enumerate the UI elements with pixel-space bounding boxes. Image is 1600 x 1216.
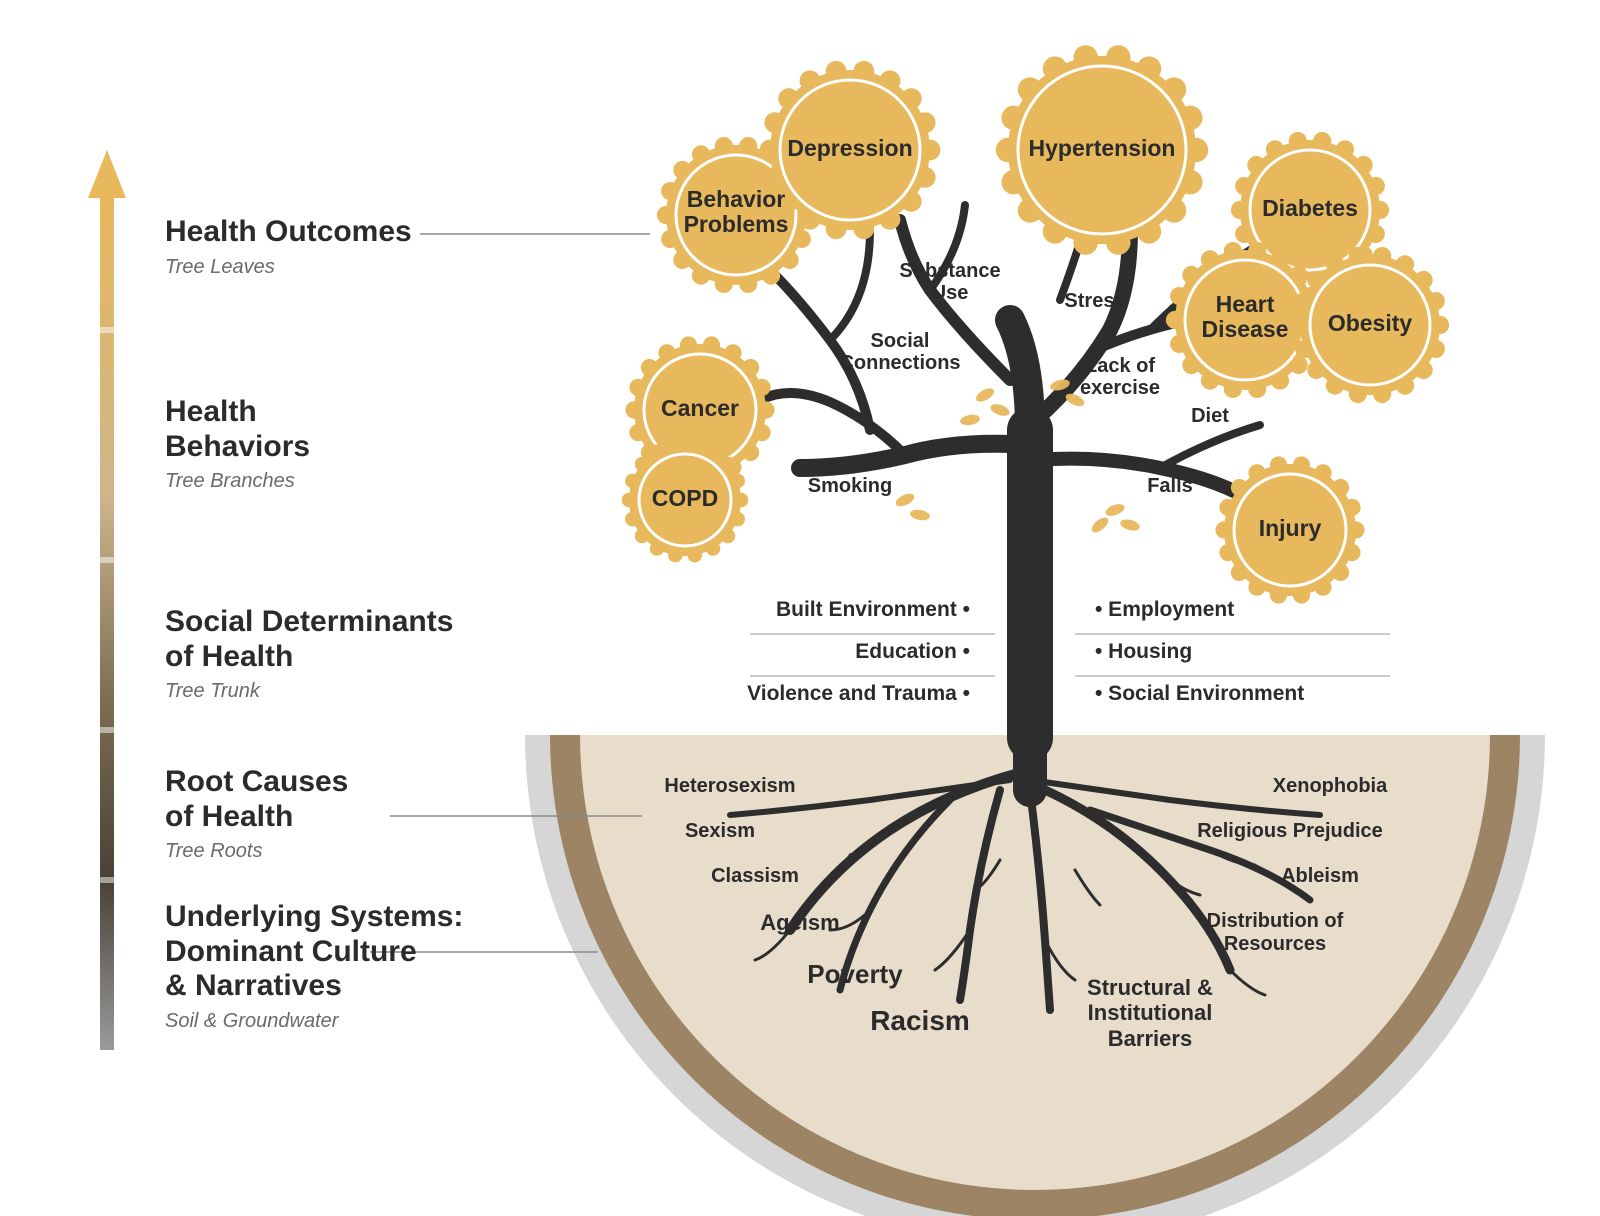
root-label: Structural & Institutional Barriers	[1020, 975, 1280, 1051]
branch-label: Substance Use	[880, 260, 1020, 304]
leaf-label: Diabetes	[1248, 196, 1372, 221]
root-label: Ageism	[670, 910, 930, 935]
leaf-label: Depression	[778, 136, 922, 161]
trunk-right-item: • Housing	[1095, 640, 1390, 664]
legend-subtitle: Tree Trunk	[165, 680, 453, 703]
leaf-label: Cancer	[642, 396, 758, 421]
legend-health-behaviors: Health Behaviors Tree Branches	[165, 395, 310, 493]
root-label: Distribution of Resources	[1145, 910, 1405, 956]
legend-title: Underlying Systems: Dominant Culture & N…	[165, 900, 463, 1004]
root-label: Poverty	[725, 960, 985, 990]
trunk-left-item: Built Environment •	[740, 598, 970, 622]
gradient-arrow	[88, 150, 126, 1050]
leaf-label: Behavior Problems	[674, 187, 798, 238]
legend-title: Health Behaviors	[165, 395, 310, 464]
legend-subtitle: Tree Leaves	[165, 256, 412, 279]
leaf-label: Obesity	[1308, 311, 1432, 336]
legend-title: Social Determinants of Health	[165, 605, 453, 674]
branch-label: Smoking	[780, 475, 920, 497]
root-label: Heterosexism	[600, 775, 860, 798]
legend-subtitle: Tree Branches	[165, 470, 310, 493]
branch-label: Lack of exercise	[1050, 355, 1190, 399]
root-label: Xenophobia	[1200, 775, 1460, 798]
legend-title: Health Outcomes	[165, 215, 412, 250]
legend-health-outcomes: Health Outcomes Tree Leaves	[165, 215, 412, 279]
leaf-label: Injury	[1232, 516, 1348, 541]
legend-title: Root Causes of Health	[165, 765, 348, 834]
trunk-left-item: Education •	[740, 640, 970, 664]
trunk-right-item: • Employment	[1095, 598, 1390, 622]
branch-label: Social Connections	[830, 330, 970, 374]
root-label: Classism	[625, 865, 885, 888]
root-label: Racism	[790, 1005, 1050, 1037]
leaf-label: Hypertension	[1016, 136, 1188, 161]
root-label: Sexism	[590, 820, 850, 843]
branch-label: Stress	[1025, 290, 1165, 312]
branch-label: Diet	[1140, 405, 1280, 427]
legend-underlying-systems: Underlying Systems: Dominant Culture & N…	[165, 900, 463, 1033]
legend-subtitle: Tree Roots	[165, 840, 348, 863]
root-label: Ableism	[1190, 865, 1450, 888]
legend-root-causes: Root Causes of Health Tree Roots	[165, 765, 348, 863]
leaf-label: COPD	[637, 486, 733, 511]
legend-social-determinants: Social Determinants of Health Tree Trunk	[165, 605, 453, 703]
legend-subtitle: Soil & Groundwater	[165, 1010, 463, 1033]
trunk-left-item: Violence and Trauma •	[740, 682, 970, 706]
infographic-canvas: Health Outcomes Tree Leaves Health Behav…	[0, 0, 1600, 1216]
trunk-right-item: • Social Environment	[1095, 682, 1390, 706]
leaf-label: Heart Disease	[1183, 292, 1307, 343]
root-label: Religious Prejudice	[1160, 820, 1420, 843]
branch-label: Falls	[1100, 475, 1240, 497]
